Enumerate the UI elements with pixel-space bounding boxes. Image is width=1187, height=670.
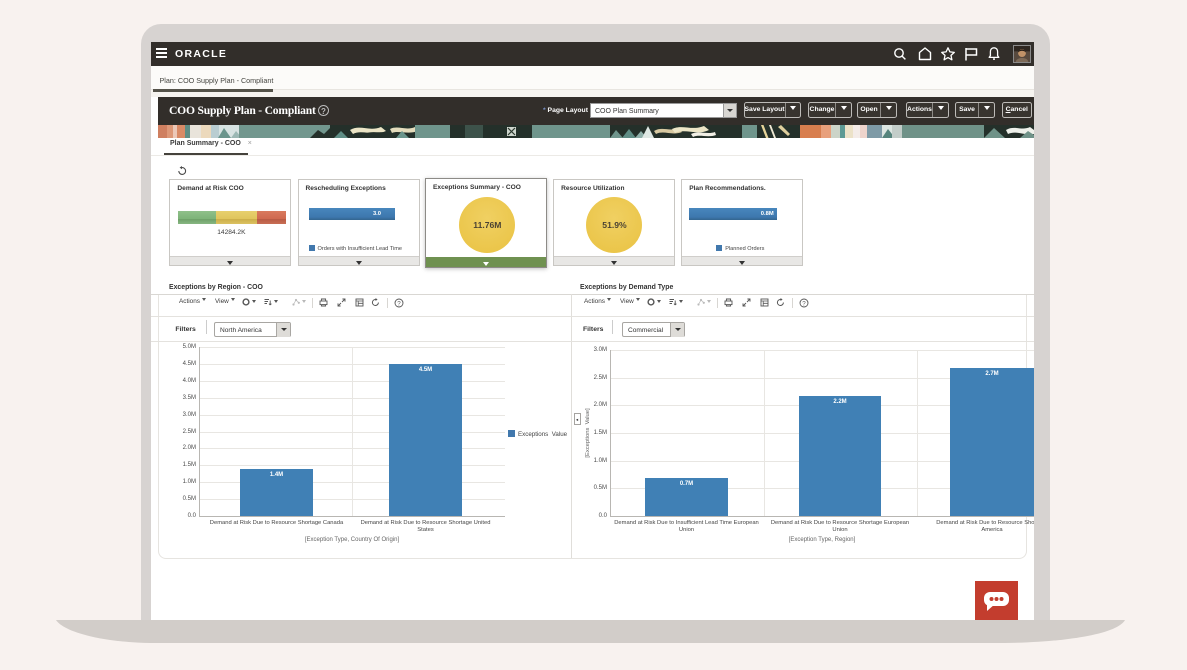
svg-text:?: ? — [802, 300, 806, 307]
svg-text:?: ? — [397, 300, 401, 307]
